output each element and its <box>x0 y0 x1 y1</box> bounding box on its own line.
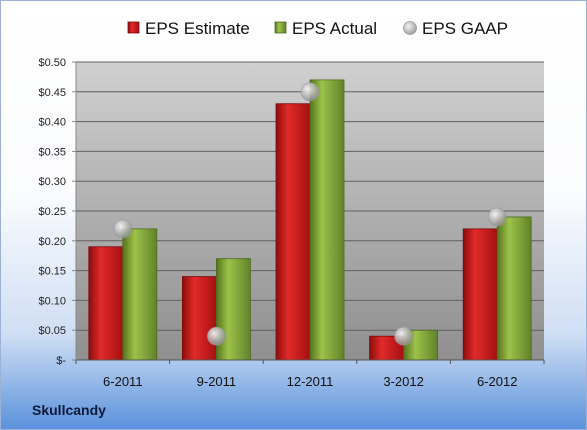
y-tick-label: $0.40 <box>38 117 66 129</box>
bar-eps-estimate <box>181 276 217 361</box>
y-tick-label: $0.35 <box>38 146 66 158</box>
y-tick-label: $0.30 <box>38 176 66 188</box>
y-tick-label: $0.50 <box>38 57 66 69</box>
point-eps-gaap <box>300 82 320 102</box>
bar-eps-actual <box>122 228 158 361</box>
x-tick-label: 6-2011 <box>103 374 143 389</box>
legend-eps-estimate-swatch <box>127 21 140 34</box>
y-tick-label: $0.45 <box>38 87 66 99</box>
point-eps-gaap <box>394 326 414 346</box>
point-eps-gaap <box>206 326 226 346</box>
bar-eps-estimate <box>88 246 124 361</box>
legend-eps-gaap-swatch <box>403 21 417 35</box>
company-name: Skullcandy <box>32 402 106 418</box>
y-tick-label: $0.05 <box>38 325 66 337</box>
y-tick-label: $0.25 <box>38 206 66 218</box>
x-tick-label: 3-2012 <box>383 374 423 389</box>
y-tick-label: $0.20 <box>38 236 66 248</box>
y-tick-label: $- <box>56 355 66 367</box>
bar-eps-actual <box>309 79 345 361</box>
bar-eps-estimate <box>275 103 311 361</box>
point-eps-gaap <box>113 219 133 239</box>
point-eps-gaap <box>487 207 507 227</box>
bar-eps-estimate <box>462 228 498 361</box>
legend-eps-estimate: EPS Estimate <box>145 19 250 38</box>
bar-eps-actual <box>496 216 532 361</box>
x-tick-label: 12-2011 <box>287 374 334 389</box>
y-tick-label: $0.10 <box>38 295 66 307</box>
legend-eps-actual: EPS Actual <box>292 19 377 38</box>
x-tick-label: 9-2011 <box>197 374 237 389</box>
legend-eps-gaap: EPS GAAP <box>422 19 508 38</box>
bar-eps-actual <box>215 258 251 361</box>
x-tick-label: 6-2012 <box>477 374 517 389</box>
legend-eps-actual-swatch <box>274 21 287 34</box>
y-tick-label: $0.15 <box>38 266 66 278</box>
